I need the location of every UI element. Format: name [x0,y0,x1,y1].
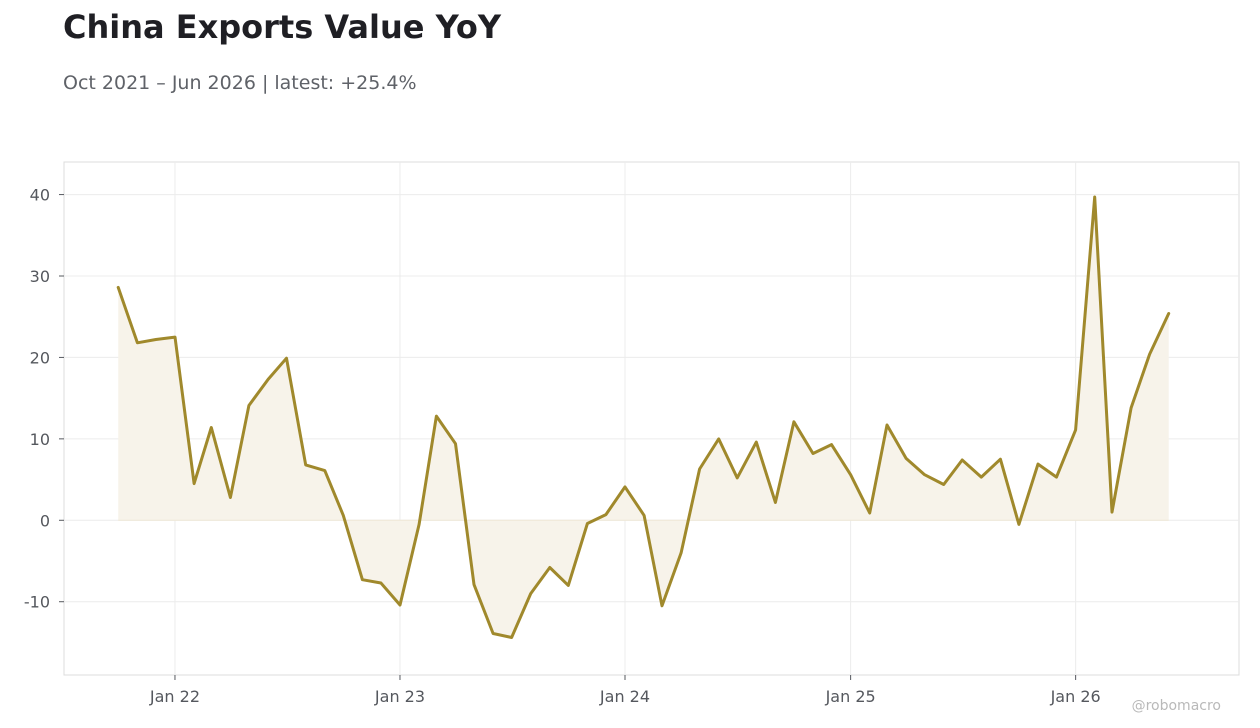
data-point [304,463,308,467]
watermark-label: @robomacro [1132,698,1221,714]
data-point [1110,510,1114,514]
data-point [868,511,872,515]
data-point [849,473,853,477]
data-point [1167,311,1171,315]
data-point [453,442,457,446]
data-point [660,604,664,608]
chart-title: China Exports Value YoY [63,8,501,46]
data-point [904,456,908,460]
data-point [717,437,721,441]
y-tick-label: 10 [30,430,50,449]
data-point [754,440,758,444]
data-point [135,341,139,345]
data-point [1074,428,1078,432]
data-point [417,522,421,526]
data-point [228,495,232,499]
x-tick-label: Jan 25 [825,687,876,706]
data-point [773,500,777,504]
x-tick-label: Jan 23 [374,687,425,706]
data-point [960,458,964,462]
data-point [247,403,251,407]
data-point [266,377,270,381]
data-point [623,485,627,489]
data-point [529,592,533,596]
data-point [192,482,196,486]
data-point [154,338,158,342]
data-point [209,425,213,429]
data-point [360,578,364,582]
x-tick-label: Jan 22 [149,687,200,706]
data-point [434,414,438,418]
plot-area [63,161,1240,676]
y-tick-label: -10 [24,593,50,612]
series-line-group [116,195,1171,639]
data-point [566,583,570,587]
data-point [1036,462,1040,466]
data-point [1017,522,1021,526]
data-point [698,467,702,471]
data-point [735,476,739,480]
x-tick-label: Jan 26 [1050,687,1101,706]
x-tick-label: Jan 24 [599,687,650,706]
data-point [585,522,589,526]
data-point [379,581,383,585]
data-point [398,603,402,607]
y-tick-label: 20 [30,348,50,367]
data-point [642,513,646,517]
data-point [1129,406,1133,410]
data-point [923,473,927,477]
area-fill-group [118,197,1169,638]
data-point [548,566,552,570]
data-point [792,420,796,424]
data-point [830,443,834,447]
data-point [116,285,120,289]
data-point [173,335,177,339]
data-point [341,513,345,517]
y-tick-label: 30 [30,267,50,286]
data-point [1093,195,1097,199]
x-axis-ticks: Jan 22 Jan 23 Jan 24 Jan 25 Jan 26 [149,675,1101,706]
y-tick-label: 40 [30,186,50,205]
data-point [998,457,1002,461]
data-point [1148,352,1152,356]
data-point [679,551,683,555]
data-point [285,356,289,360]
data-point [472,583,476,587]
data-point [604,513,608,517]
data-point [979,475,983,479]
series-area-fill [118,197,1169,638]
data-point [323,469,327,473]
data-point [510,636,514,640]
data-point [1055,475,1059,479]
y-axis-ticks: -10 0 10 20 30 40 [24,186,64,612]
data-point [885,423,889,427]
chart-subtitle: Oct 2021 – Jun 2026 | latest: +25.4% [63,72,417,94]
data-point [811,452,815,456]
data-point [491,631,495,635]
series-line [116,195,1171,639]
data-point [942,482,946,486]
y-tick-label: 0 [40,511,50,530]
